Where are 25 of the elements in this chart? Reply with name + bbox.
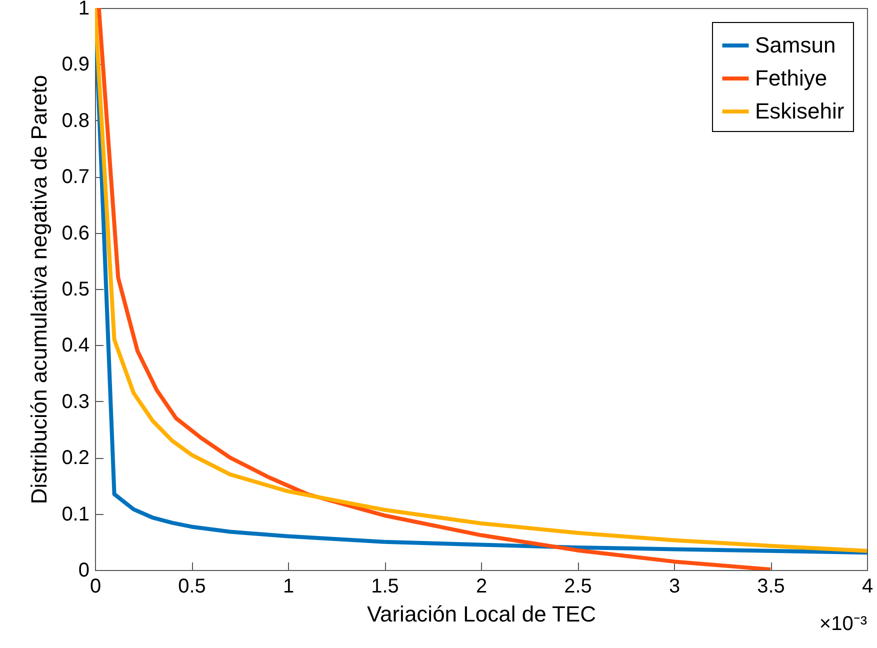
- legend-label: Samsun: [755, 32, 836, 58]
- y-tick-label: 1: [78, 0, 90, 20]
- x-axis-title: Variación Local de TEC: [366, 602, 596, 626]
- y-tick-label: 0.3: [62, 390, 90, 413]
- y-tick-label: 0.5: [62, 278, 90, 300]
- legend-label: Fethiye: [755, 66, 828, 90]
- y-tick-label: 0.6: [62, 222, 90, 244]
- y-axis-title: Distribución acumulativa negativa de Pareto: [26, 74, 52, 504]
- y-tick-label: 0.8: [62, 110, 90, 132]
- legend-label: Eskisehir: [755, 98, 844, 124]
- x-tick-label: 1.5: [371, 576, 399, 598]
- y-tick-label: 0.4: [62, 334, 90, 357]
- x-tick-label: 1: [282, 576, 294, 598]
- text: ×10⁻³: [819, 613, 868, 635]
- x-tick-label: 0.5: [178, 576, 206, 598]
- x-tick-label: 2.5: [564, 576, 592, 598]
- x-tick-label: 4: [862, 576, 874, 598]
- x-tick-label: 2: [476, 576, 488, 598]
- x-tick-label: 3.5: [757, 576, 785, 598]
- y-tick-label: 0: [78, 560, 90, 582]
- y-tick-label: 0.1: [62, 503, 90, 526]
- y-tick-label: 0.2: [62, 447, 90, 470]
- y-tick-label: 0.9: [62, 54, 90, 76]
- x-tick-label: 3: [668, 576, 680, 598]
- y-tick-label: 0.7: [62, 166, 90, 188]
